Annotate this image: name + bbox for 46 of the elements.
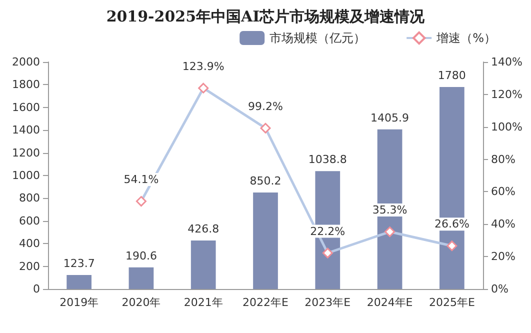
y-tick-label: 1600 — [12, 100, 40, 114]
y-tick-label: 600 — [19, 214, 40, 228]
y2-tick-label: 100% — [491, 120, 522, 134]
x-tick-label: 2025年E — [428, 296, 475, 309]
data-label: 22.2% — [310, 224, 346, 238]
y2-tick-label: 60% — [491, 185, 516, 198]
x-tick-label: 2021年 — [184, 296, 223, 309]
y-tick-label: 0 — [33, 282, 40, 296]
y2-tick-label: 0% — [491, 282, 508, 296]
data-label: 123.7 — [63, 256, 95, 270]
bar — [253, 192, 278, 289]
data-label: 850.2 — [250, 174, 282, 188]
y-tick-label: 800 — [19, 192, 40, 205]
bar — [190, 240, 216, 289]
y2-tick-label: 80% — [491, 152, 516, 166]
y2-tick-label: 20% — [491, 250, 516, 264]
chart-title: 2019-2025年中国AI芯片市场规模及增速情况 — [106, 8, 426, 26]
y2-tick-label: 40% — [491, 218, 516, 231]
x-tick-label: 2023年E — [304, 296, 351, 309]
bar — [66, 274, 92, 289]
x-tick-label: 2019年 — [60, 296, 99, 309]
data-label: 190.6 — [125, 249, 157, 262]
data-label: 1405.9 — [370, 111, 410, 124]
x-tick-label: 2024年E — [366, 296, 413, 309]
data-label: 1038.8 — [308, 153, 347, 166]
data-label: 1780 — [438, 68, 466, 82]
y-tick-label: 1400 — [12, 124, 40, 137]
y-tick-label: 1000 — [12, 169, 40, 182]
y-tick-label: 400 — [19, 237, 40, 250]
y-tick-label: 2000 — [12, 56, 40, 68]
data-label: 54.1% — [124, 173, 159, 186]
y2-tick-label: 140% — [491, 56, 522, 68]
y-tick-label: 1800 — [12, 78, 40, 92]
bar — [128, 267, 154, 289]
data-label: 99.2% — [248, 100, 283, 113]
data-label: 35.3% — [372, 204, 408, 217]
y-tick-label: 1200 — [12, 146, 40, 160]
data-label: 26.6% — [434, 218, 470, 231]
data-label: 426.8 — [188, 222, 220, 236]
legend-label: 增速（%） — [436, 31, 496, 45]
y-tick-label: 200 — [19, 260, 40, 273]
y2-tick-label: 120% — [491, 88, 522, 101]
legend-label: 市场规模（亿元） — [270, 31, 366, 45]
data-label: 123.9% — [182, 60, 224, 73]
x-tick-label: 2022年E — [242, 296, 289, 309]
x-tick-label: 2020年 — [122, 296, 161, 309]
